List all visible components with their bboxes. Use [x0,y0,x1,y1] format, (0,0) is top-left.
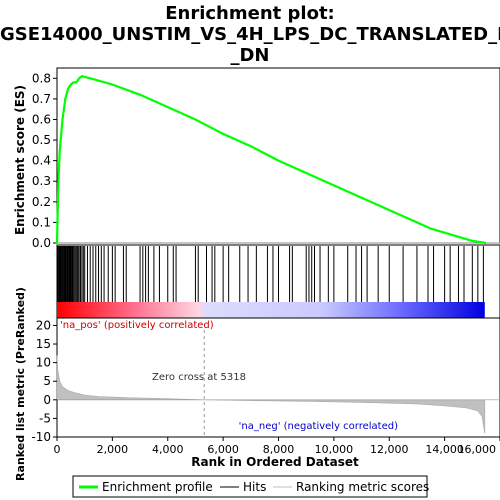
ranking-y-tick-label: 10 [36,356,51,370]
x-tick-label: 14,000 [425,443,464,456]
ranking-y-tick-label: 0 [43,393,51,407]
x-axis-label: Rank in Ordered Dataset [191,455,359,469]
legend-enrichment-label: Enrichment profile [102,480,213,494]
es-y-tick-label: 0.4 [32,154,51,168]
ranking-y-tick-label: 20 [36,318,51,332]
positive-correlation-label: 'na_pos' (positively correlated) [60,320,214,331]
x-tick-label: 6,000 [207,443,239,456]
es-y-tick-label: 0.2 [32,195,51,209]
es-y-tick-label: 0.6 [32,112,51,126]
ranking-y-tick-label: 15 [36,337,51,351]
ranking-y-tick-label: -5 [39,411,51,425]
es-y-tick-label: 0.0 [32,236,51,250]
es-y-tick-label: 0.7 [32,92,51,106]
es-y-axis-label: Enrichment score (ES) [13,85,27,235]
es-plot-frame [56,67,500,244]
x-tick-label: 2,000 [97,443,129,456]
x-tick-label: 0 [54,443,61,456]
legend-ranking-label: Ranking metric scores [296,480,429,494]
legend-hits-label: Hits [243,480,266,494]
es-y-tick-label: 0.8 [32,71,51,85]
es-y-tick-label: 0.1 [32,215,51,229]
x-tick-label: 12,000 [370,443,409,456]
rank-color-band [57,302,485,318]
chart-title-line-2: GSE14000_UNSTIM_VS_4H_LPS_DC_TRANSLATED_… [0,24,500,45]
es-y-tick-label: 0.3 [32,174,51,188]
ranking-plot-frame [56,317,500,438]
chart-title-line-1: Enrichment plot: [165,3,335,24]
negative-correlation-label: 'na_neg' (negatively correlated) [239,421,398,432]
x-tick-label: 8,000 [263,443,295,456]
ranking-y-axis-label: Ranked list metric (PreRanked) [14,287,27,481]
x-tick-label: 4,000 [152,443,184,456]
es-y-tick-label: 0.5 [32,133,51,147]
x-tick-label: 16,000 [458,443,497,456]
hits-panel [56,244,500,319]
ranking-metric-panel: -10 -5 0 5 10 15 20 0 2,000 4,000 6,000 8,000 10,000… [31,317,500,456]
legend: Enrichment profile Hits Ranking metric s… [72,475,429,498]
legend-box [72,475,428,498]
ranking-y-tick-label: 5 [43,374,51,388]
chart-title-line-3: _DN [230,45,270,66]
ranking-y-tick-label: -10 [31,430,51,444]
x-tick-label: 10,000 [315,443,354,456]
zero-cross-label: Zero cross at 5318 [152,372,246,383]
enrichment-score-panel: 0.0 0.1 0.2 0.3 0.4 0.5 0.6 0.7 0.8 [32,67,500,250]
enrichment-profile-line [55,75,487,245]
